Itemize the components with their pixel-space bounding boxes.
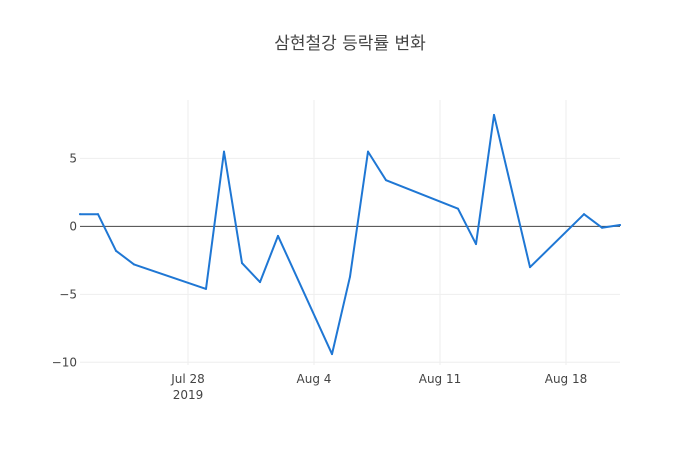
y-tick-label: −5 (59, 287, 77, 301)
data-point (367, 150, 369, 153)
series-group (79, 113, 621, 356)
y-tick-label: −10 (52, 355, 77, 369)
data-point (205, 287, 207, 290)
data-point (349, 275, 351, 278)
data-point (241, 262, 243, 265)
grid (80, 100, 620, 365)
data-point (223, 150, 225, 153)
data-point (619, 224, 621, 227)
x-tick-label: Jul 28 (170, 372, 205, 386)
data-point (475, 243, 477, 246)
data-point (385, 179, 387, 182)
x-tick-label: Aug 18 (545, 372, 588, 386)
y-tick-label: 0 (69, 219, 77, 233)
data-point (529, 266, 531, 269)
y-axis: 5 0 −5 −10 (52, 151, 77, 369)
data-point (493, 113, 495, 116)
x-tick-label: Aug 11 (419, 372, 462, 386)
y-tick-label: 5 (69, 151, 77, 165)
data-point (133, 263, 135, 266)
x-axis: Jul 28 2019 Aug 4 Aug 11 Aug 18 (170, 372, 587, 402)
x-tick-label: Aug 4 (297, 372, 332, 386)
data-point (601, 226, 603, 229)
data-point (79, 213, 81, 216)
data-point (457, 207, 459, 210)
chart-title: 삼현철강 등락률 변화 (274, 34, 426, 54)
data-point (583, 213, 585, 216)
data-point (277, 234, 279, 237)
data-point (331, 353, 333, 356)
data-point (259, 281, 261, 284)
data-point (115, 249, 117, 252)
data-point (97, 213, 99, 216)
series-line (79, 113, 621, 356)
x-tick-sublabel: 2019 (173, 388, 204, 402)
